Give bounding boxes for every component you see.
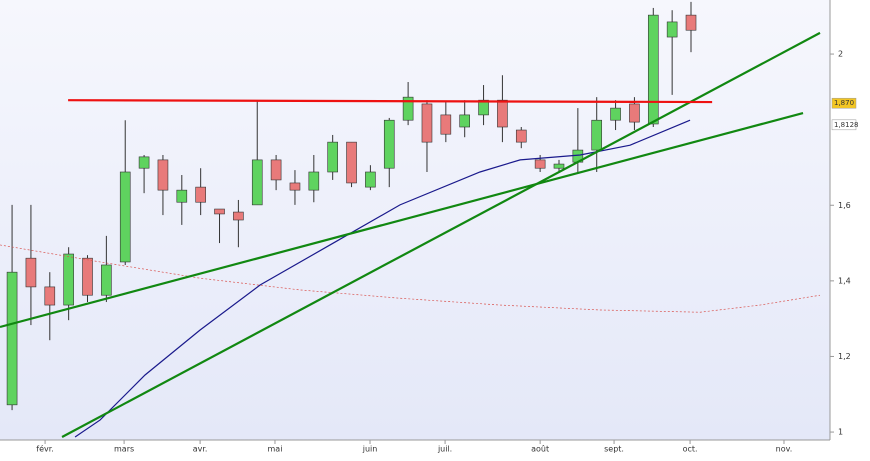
candle-body <box>308 171 320 191</box>
value-tag-label: 1,870 <box>834 99 854 107</box>
axis-background <box>0 440 830 461</box>
candle-body <box>591 119 603 151</box>
candle-body <box>82 257 93 296</box>
candle-body <box>440 114 452 135</box>
y-tick-label: 2 <box>838 50 843 59</box>
candle-body <box>534 159 546 169</box>
candle-body <box>270 159 282 181</box>
candle-body <box>666 21 678 38</box>
x-tick-label: août <box>531 445 549 454</box>
axis-background <box>830 0 870 461</box>
value-tag <box>831 97 857 109</box>
candle-body <box>44 286 56 306</box>
candle-body <box>610 107 621 121</box>
x-tick-label: nov. <box>776 445 793 454</box>
x-tick-label: juin <box>362 445 378 454</box>
candle-body <box>195 186 206 203</box>
candle-body <box>365 171 376 188</box>
candle-body <box>6 271 18 406</box>
candle-body <box>214 208 225 215</box>
candle-body <box>459 114 470 128</box>
value-tag-label: 1,8128 <box>834 121 859 129</box>
candle-body <box>497 99 508 128</box>
x-tick-label: avr. <box>193 445 208 454</box>
candle-body <box>176 189 188 203</box>
candle-body <box>63 253 74 306</box>
candle-body <box>647 14 659 125</box>
candle-body <box>157 159 169 191</box>
candle-body <box>685 14 697 31</box>
line <box>0 111 804 329</box>
candle-body <box>138 156 150 169</box>
candle-body <box>233 211 244 221</box>
y-tick-label: 1,6 <box>838 201 851 210</box>
x-tick-label: mars <box>114 445 134 454</box>
candle-body <box>327 141 338 173</box>
candle-body <box>553 163 565 169</box>
candle-body <box>251 159 263 206</box>
candle-body <box>629 103 640 123</box>
line <box>74 119 691 438</box>
x-tick-label: oct. <box>683 445 698 454</box>
candle-body <box>346 141 357 184</box>
plot-background <box>0 0 830 440</box>
line <box>0 244 821 313</box>
candle-body <box>289 182 301 191</box>
candle-body <box>402 96 414 121</box>
x-tick-label: févr. <box>36 444 54 454</box>
x-tick-label: juil. <box>437 445 452 454</box>
y-tick-label: 1 <box>838 428 843 437</box>
value-tag <box>831 119 857 131</box>
candle-body <box>383 119 395 169</box>
candle-body <box>478 99 489 116</box>
candle-body <box>25 257 37 288</box>
candle-body <box>119 171 131 263</box>
y-tick-label: 1,2 <box>838 352 851 361</box>
y-tick-label: 1,4 <box>838 276 851 285</box>
x-tick-label: sept. <box>604 445 624 454</box>
line <box>68 99 713 104</box>
candle-body <box>515 129 527 143</box>
line <box>61 31 821 438</box>
candle-body <box>101 264 112 296</box>
candle-body <box>421 103 433 143</box>
x-tick-label: mai <box>268 445 283 454</box>
